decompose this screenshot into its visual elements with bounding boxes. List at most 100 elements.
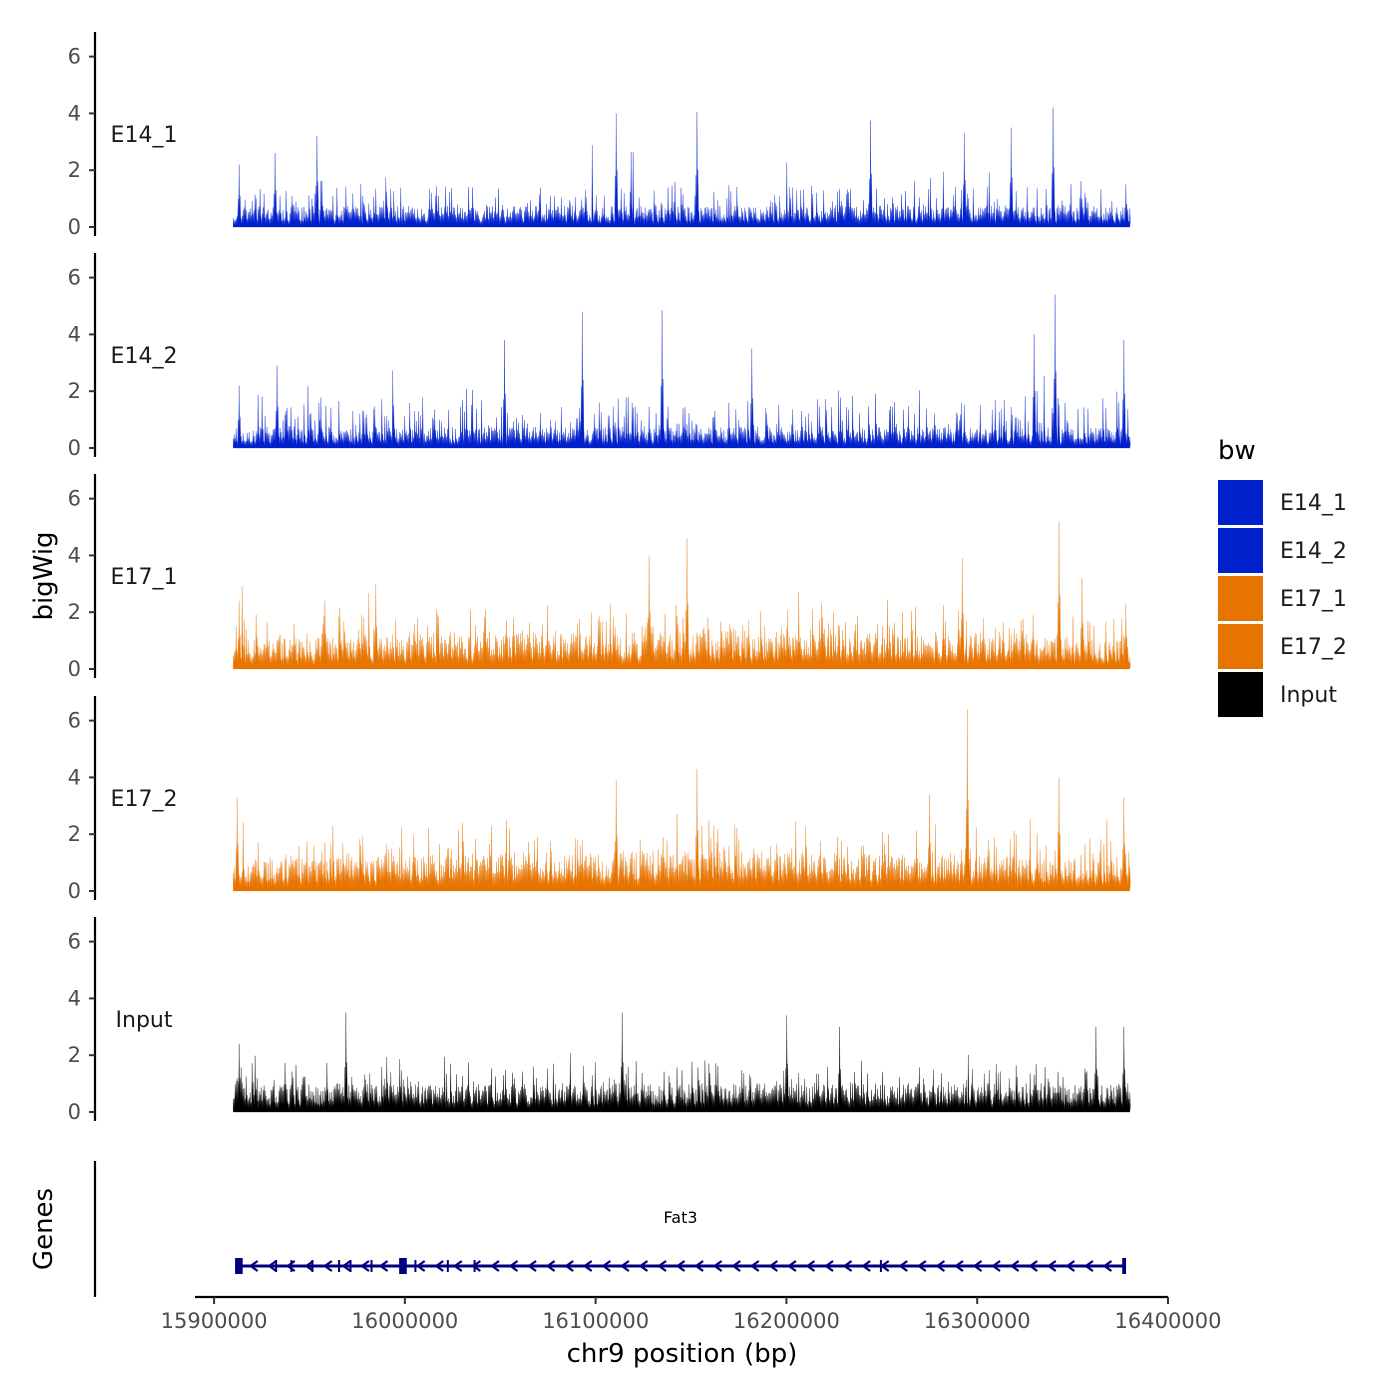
strand-chevron (1009, 1260, 1020, 1272)
exon (879, 1260, 882, 1272)
strand-chevron (749, 1260, 760, 1272)
track-e14-1: 0 2 4 6 E14_1 (68, 32, 1131, 239)
signal-area (233, 521, 1131, 670)
y-tick-label: 4 (68, 986, 81, 1010)
strand-chevron (248, 1260, 259, 1272)
y-tick-label: 0 (68, 657, 81, 681)
y-tick-label: 0 (68, 1100, 81, 1124)
y-tick-label: 4 (68, 765, 81, 789)
legend-label: E17_1 (1280, 587, 1347, 612)
exon (473, 1260, 476, 1272)
legend: bw E14_1 E14_2 E17_1 E17_2 Input (1218, 436, 1347, 717)
legend-swatch (1218, 480, 1263, 525)
strand-chevron (916, 1260, 927, 1272)
signal-area (233, 107, 1131, 228)
gene-track-panel: Fat3 (93, 1161, 1127, 1297)
y-tick-label: 6 (68, 930, 81, 954)
legend-label: Input (1280, 683, 1337, 708)
y-tick-label: 0 (68, 879, 81, 903)
strand-chevron (527, 1260, 537, 1272)
genes-axis-title: Genes (29, 1188, 59, 1270)
track-input: 0 2 4 6 Input (68, 917, 1131, 1124)
track-label: E17_2 (111, 787, 178, 812)
gene-name-label: Fat3 (664, 1208, 698, 1227)
strand-chevron (768, 1260, 778, 1272)
strand-chevron (675, 1260, 686, 1272)
y-tick-label: 2 (68, 600, 81, 624)
strand-chevron (1065, 1260, 1075, 1272)
x-tick-label: 16300000 (924, 1309, 1031, 1333)
strand-chevron (601, 1260, 611, 1272)
x-tick-label: 15900000 (161, 1309, 268, 1333)
strand-chevron (824, 1260, 834, 1272)
legend-swatch (1218, 576, 1263, 621)
y-tick-label: 6 (68, 487, 81, 511)
track-label: E17_1 (111, 565, 178, 590)
strand-chevron (657, 1260, 667, 1272)
y-tick-label: 2 (68, 822, 81, 846)
signal-area (233, 709, 1131, 892)
exon (1122, 1258, 1127, 1274)
exon (290, 1260, 293, 1272)
x-tick-label: 16000000 (351, 1309, 458, 1333)
legend-label: E17_2 (1280, 635, 1347, 660)
strand-chevron (972, 1260, 983, 1272)
strand-chevron (731, 1260, 741, 1272)
legend-label: E14_1 (1280, 491, 1347, 516)
strand-chevron (490, 1260, 500, 1272)
y-tick-label: 2 (68, 1043, 81, 1067)
strand-chevron (304, 1260, 314, 1272)
strand-chevron (1102, 1260, 1113, 1272)
strand-chevron (1046, 1260, 1057, 1272)
strand-chevron (694, 1260, 704, 1272)
signal-area (233, 294, 1131, 449)
strand-chevron (378, 1260, 389, 1272)
y-tick-label: 6 (68, 45, 81, 69)
exon (275, 1260, 278, 1272)
strand-chevron (638, 1260, 649, 1272)
exon (370, 1260, 373, 1272)
strand-chevron (508, 1260, 519, 1272)
y-tick-label: 4 (68, 543, 81, 567)
x-axis-title: chr9 position (bp) (567, 1339, 798, 1369)
exon (399, 1258, 407, 1274)
strand-chevron (898, 1260, 908, 1272)
track-e17-1: 0 2 4 6 E17_1 (68, 474, 1131, 681)
strand-chevron (1028, 1260, 1038, 1272)
y-tick-label: 0 (68, 215, 81, 239)
strand-chevron (1084, 1260, 1094, 1272)
legend-title: bw (1218, 436, 1256, 466)
exon (446, 1260, 449, 1272)
y-tick-label: 0 (68, 436, 81, 460)
strand-chevron (619, 1260, 630, 1272)
strand-chevron (564, 1260, 574, 1272)
track-label: E14_1 (111, 123, 178, 148)
y-tick-label: 2 (68, 158, 81, 182)
strand-chevron (712, 1260, 723, 1272)
y-tick-label: 4 (68, 101, 81, 125)
x-axis: 15900000 16000000 16100000 16200000 16300000… (161, 1295, 1222, 1333)
strand-chevron (471, 1260, 482, 1272)
x-tick-label: 16400000 (1115, 1309, 1222, 1333)
y-tick-label: 4 (68, 322, 81, 346)
legend-swatch (1218, 624, 1263, 669)
legend-swatch (1218, 528, 1263, 573)
x-tick-label: 16100000 (542, 1309, 649, 1333)
strand-chevron (954, 1260, 964, 1272)
track-label: E14_2 (111, 344, 178, 369)
strand-chevron (452, 1260, 463, 1272)
y-tick-label: 6 (68, 709, 81, 733)
strand-chevron (322, 1260, 333, 1272)
strand-chevron (861, 1260, 871, 1272)
track-panels: 0 2 4 6 E14_1 0 2 4 6 E14_2 0 2 4 6 E17_1 0 2 4 6 E17_2 0 2 4 6… (68, 32, 1131, 1124)
signal-area (233, 1012, 1131, 1113)
exon (311, 1260, 314, 1272)
y-tick-label: 6 (68, 266, 81, 290)
strand-chevron (787, 1260, 797, 1272)
strand-chevron (415, 1260, 426, 1272)
strand-chevron (267, 1260, 277, 1272)
exon (349, 1260, 352, 1272)
strand-chevron (842, 1260, 853, 1272)
strand-chevron (991, 1260, 1001, 1272)
